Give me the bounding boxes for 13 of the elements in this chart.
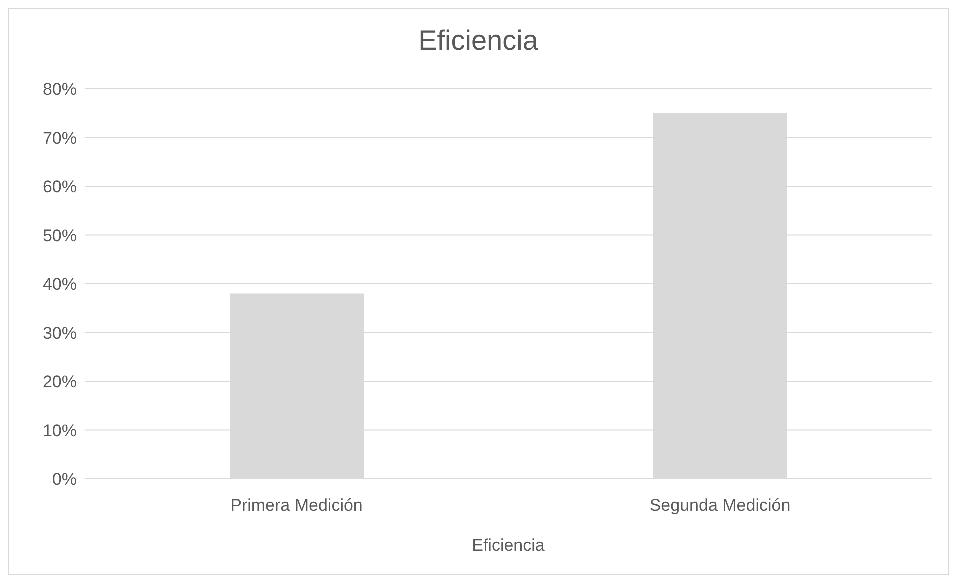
x-tick-label: Segunda Medición bbox=[650, 496, 791, 516]
y-tick-label: 10% bbox=[42, 421, 77, 440]
y-tick-label: 20% bbox=[42, 372, 77, 392]
y-tick-label: 80% bbox=[42, 80, 77, 100]
x-tick-label: Primera Medición bbox=[230, 496, 363, 516]
x-axis-title: Eficiencia bbox=[472, 536, 546, 555]
y-tick-label: 30% bbox=[42, 324, 77, 343]
y-tick-label: 40% bbox=[42, 275, 77, 294]
y-tick-label: 70% bbox=[42, 128, 77, 148]
y-tick-label: 50% bbox=[42, 226, 77, 246]
y-tick-label: 60% bbox=[42, 178, 77, 197]
y-tick-label: 0% bbox=[52, 470, 77, 490]
chart-title: Eficiencia bbox=[418, 25, 540, 58]
